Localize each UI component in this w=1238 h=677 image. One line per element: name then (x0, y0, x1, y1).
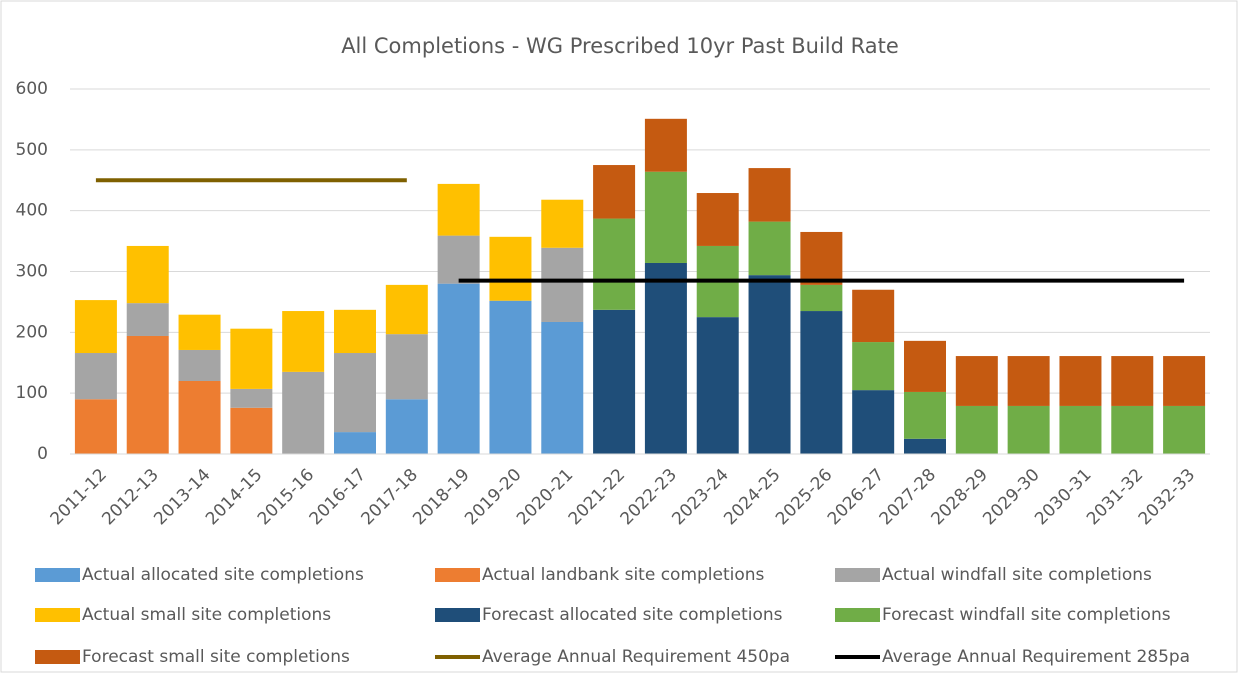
bar-segment (489, 236, 532, 301)
bar-segment (800, 284, 843, 312)
y-tick-label: 100 (16, 383, 48, 403)
bar-segment (178, 314, 221, 350)
bar-segment (541, 247, 584, 322)
bar-segment (1059, 356, 1102, 406)
bar-segment (230, 328, 273, 389)
legend-label: Forecast windfall site completions (882, 605, 1171, 625)
bar-segment (334, 309, 376, 354)
bar-segment (696, 317, 739, 454)
bar-segment (800, 311, 843, 454)
bar-segment (904, 340, 946, 392)
legend-swatch (835, 568, 880, 582)
bar-segment (1007, 405, 1050, 454)
legend-label: Actual landbank site completions (482, 565, 765, 585)
bar-segment (593, 309, 636, 454)
legend-label: Actual small site completions (82, 605, 331, 625)
bar-segment (1163, 356, 1206, 406)
legend-label: Average Annual Requirement 285pa (882, 647, 1190, 667)
bar-segment (74, 399, 117, 454)
y-tick-label: 400 (16, 201, 48, 221)
legend-swatch (835, 608, 880, 622)
y-tick-label: 0 (37, 444, 48, 464)
bar-segment (1111, 405, 1154, 454)
legend-swatch (35, 650, 80, 664)
bar-segment (282, 371, 325, 454)
bar-segment (230, 407, 273, 454)
bar-segment (748, 221, 791, 276)
bar-segment (385, 284, 428, 335)
legend-swatch (35, 568, 80, 582)
bar-segment (126, 245, 169, 304)
legend-label: Forecast allocated site completions (482, 605, 783, 625)
bar-segment (696, 193, 739, 246)
bar-segment (593, 218, 636, 310)
chart-title: All Completions - WG Prescribed 10yr Pas… (341, 34, 899, 58)
bar-segment (852, 390, 895, 454)
bar-segment (334, 353, 376, 433)
bar-segment (126, 335, 169, 454)
bar-segment (955, 356, 998, 406)
bar-segment (178, 349, 221, 381)
y-tick-label: 600 (16, 79, 48, 99)
bar-segment (437, 183, 480, 236)
bar-segment (74, 353, 117, 400)
legend-swatch (435, 608, 480, 622)
bar-segment (1059, 405, 1102, 454)
bar-segment (644, 262, 687, 454)
bar-segment (178, 381, 221, 454)
y-tick-label: 500 (16, 140, 48, 160)
y-tick-label: 300 (16, 262, 48, 282)
bar-segment (644, 171, 687, 263)
bar-segment (437, 283, 480, 454)
bar-segment (126, 303, 169, 336)
legend-swatch (35, 608, 80, 622)
bar-segment (541, 321, 584, 454)
bar-segment (748, 168, 791, 222)
bar-segment (852, 289, 895, 343)
bar-segment (489, 300, 532, 454)
bar-segment (644, 118, 687, 172)
legend-label: Forecast small site completions (82, 647, 350, 667)
legend-label: Actual windfall site completions (882, 565, 1152, 585)
bar-segment (955, 405, 998, 454)
bar-segment (904, 438, 946, 454)
bar-segment (1111, 356, 1154, 406)
bar-segment (800, 231, 843, 285)
legend-swatch (435, 568, 480, 582)
bar-segment (904, 391, 946, 439)
bar-segment (1163, 405, 1206, 454)
bar-segment (282, 311, 325, 372)
bar-segment (385, 399, 428, 454)
bar-segment (437, 235, 480, 284)
y-tick-label: 200 (16, 322, 48, 342)
bar-segment (541, 199, 584, 248)
bar-segment (74, 300, 117, 354)
bar-segment (334, 432, 376, 454)
bar-segment (852, 342, 895, 391)
legend-label: Actual allocated site completions (82, 565, 364, 585)
bar-segment (385, 334, 428, 400)
bar-segment (230, 388, 273, 408)
bar-segment (593, 165, 636, 219)
legend-label: Average Annual Requirement 450pa (482, 647, 790, 667)
bar-segment (1007, 356, 1050, 406)
bar-segment (748, 275, 791, 454)
